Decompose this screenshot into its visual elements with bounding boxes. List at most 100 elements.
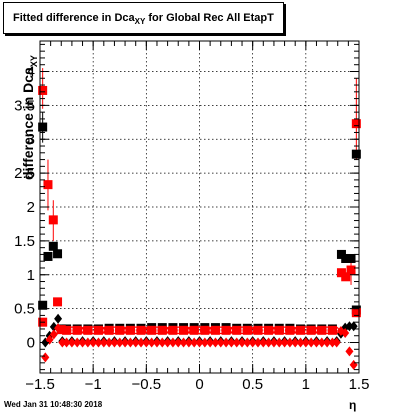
diamond-marker xyxy=(259,337,268,348)
circle-marker xyxy=(221,326,229,335)
diamond-marker xyxy=(345,346,354,357)
diamond-marker xyxy=(341,328,350,339)
square-marker xyxy=(351,119,361,129)
circle-marker xyxy=(318,326,327,335)
circle-marker xyxy=(297,326,306,335)
x-tick-label: −0.5 xyxy=(132,376,162,393)
circle-marker xyxy=(161,326,170,335)
diamond-marker xyxy=(168,337,177,348)
circle-marker xyxy=(123,326,132,335)
circle-marker xyxy=(131,326,140,335)
x-tick-label: 1.5 xyxy=(349,376,370,393)
circle-marker xyxy=(331,326,340,335)
diamond-marker xyxy=(307,337,316,348)
circle-marker xyxy=(242,326,251,335)
diamond-marker xyxy=(222,337,231,348)
circle-marker xyxy=(93,326,102,335)
chart-title: Fitted difference in DcaXY for Global Re… xyxy=(13,12,274,27)
diamond-marker xyxy=(238,337,247,348)
diamond-marker xyxy=(131,337,140,348)
circle-marker xyxy=(187,326,195,335)
circle-marker xyxy=(85,326,93,335)
diamond-marker xyxy=(94,337,103,348)
diamond-marker xyxy=(190,337,199,348)
diamond-marker xyxy=(243,337,252,348)
circle-marker xyxy=(89,326,98,335)
data-markers xyxy=(38,85,361,370)
diamond-marker xyxy=(137,337,146,348)
diamond-marker xyxy=(200,337,209,348)
timestamp-footer: Wed Jan 31 10:48:30 2018 xyxy=(4,400,103,409)
x-tick-label: 1 xyxy=(302,376,310,393)
circle-marker xyxy=(238,326,246,335)
circle-marker xyxy=(293,326,302,335)
diamond-marker xyxy=(62,337,71,348)
circle-marker xyxy=(106,326,115,335)
circle-marker xyxy=(178,326,187,335)
circle-marker xyxy=(246,326,255,335)
circle-marker xyxy=(136,326,144,335)
square-marker xyxy=(53,249,63,259)
circle-marker xyxy=(174,326,183,335)
circle-marker xyxy=(80,326,89,335)
circle-marker xyxy=(148,326,157,335)
circle-marker xyxy=(306,326,314,335)
diamond-marker xyxy=(253,337,262,348)
diamond-marker xyxy=(83,337,92,348)
circle-marker xyxy=(170,326,178,335)
diamond-marker xyxy=(73,337,82,348)
y-tick-label: 0.5 xyxy=(14,301,35,318)
diamond-marker xyxy=(105,337,114,348)
circle-marker xyxy=(114,326,123,335)
diamond-marker xyxy=(291,337,300,348)
diamond-marker xyxy=(147,337,156,348)
circle-marker xyxy=(195,326,204,335)
circle-marker xyxy=(280,326,289,335)
y-tick-label: 0 xyxy=(27,335,35,352)
diamond-marker xyxy=(142,337,151,348)
circle-marker xyxy=(310,326,319,335)
square-marker xyxy=(38,122,48,132)
circle-marker xyxy=(182,326,191,335)
circle-marker xyxy=(289,326,297,335)
diamond-marker xyxy=(152,337,161,348)
diamond-marker xyxy=(158,337,167,348)
square-marker xyxy=(43,251,53,261)
square-marker xyxy=(43,180,53,190)
circle-marker xyxy=(72,326,81,335)
circle-marker xyxy=(276,326,285,335)
diamond-marker xyxy=(349,359,358,370)
diamond-marker xyxy=(328,337,337,348)
x-tick-label: −1.5 xyxy=(25,376,55,393)
diamond-marker xyxy=(312,337,321,348)
circle-marker xyxy=(314,326,323,335)
x-axis-label: η xyxy=(349,398,357,412)
circle-marker xyxy=(110,326,119,335)
square-marker xyxy=(346,265,356,275)
circle-marker xyxy=(191,326,200,335)
square-marker xyxy=(38,300,48,310)
diamond-marker xyxy=(179,337,188,348)
circle-marker xyxy=(127,326,136,335)
x-tick-label: 0 xyxy=(195,376,203,393)
y-axis-label: difference in DcaXY xyxy=(20,55,39,180)
circle-marker xyxy=(255,326,263,335)
axis-tick-labels: −1.5 −1 −0.5 0 0.5 1 1.5 0 0.5 1 1.5 2 2.5 3 3.5 4 xyxy=(14,63,369,393)
circle-marker xyxy=(153,326,161,335)
x-tick-label: −1 xyxy=(85,376,102,393)
y-tick-label: 3.5 xyxy=(14,97,35,114)
circle-marker xyxy=(97,326,106,335)
circle-marker xyxy=(284,326,293,335)
square-marker xyxy=(48,241,58,251)
circle-marker xyxy=(229,326,238,335)
diamond-marker xyxy=(41,352,50,363)
circle-marker xyxy=(68,326,76,335)
square-marker xyxy=(341,253,351,263)
diamond-marker xyxy=(49,329,58,340)
diamond-marker xyxy=(126,337,135,348)
diamond-marker xyxy=(206,337,215,348)
square-marker xyxy=(56,325,66,335)
square-marker xyxy=(48,215,58,225)
x-tick-label: 0.5 xyxy=(242,376,263,393)
